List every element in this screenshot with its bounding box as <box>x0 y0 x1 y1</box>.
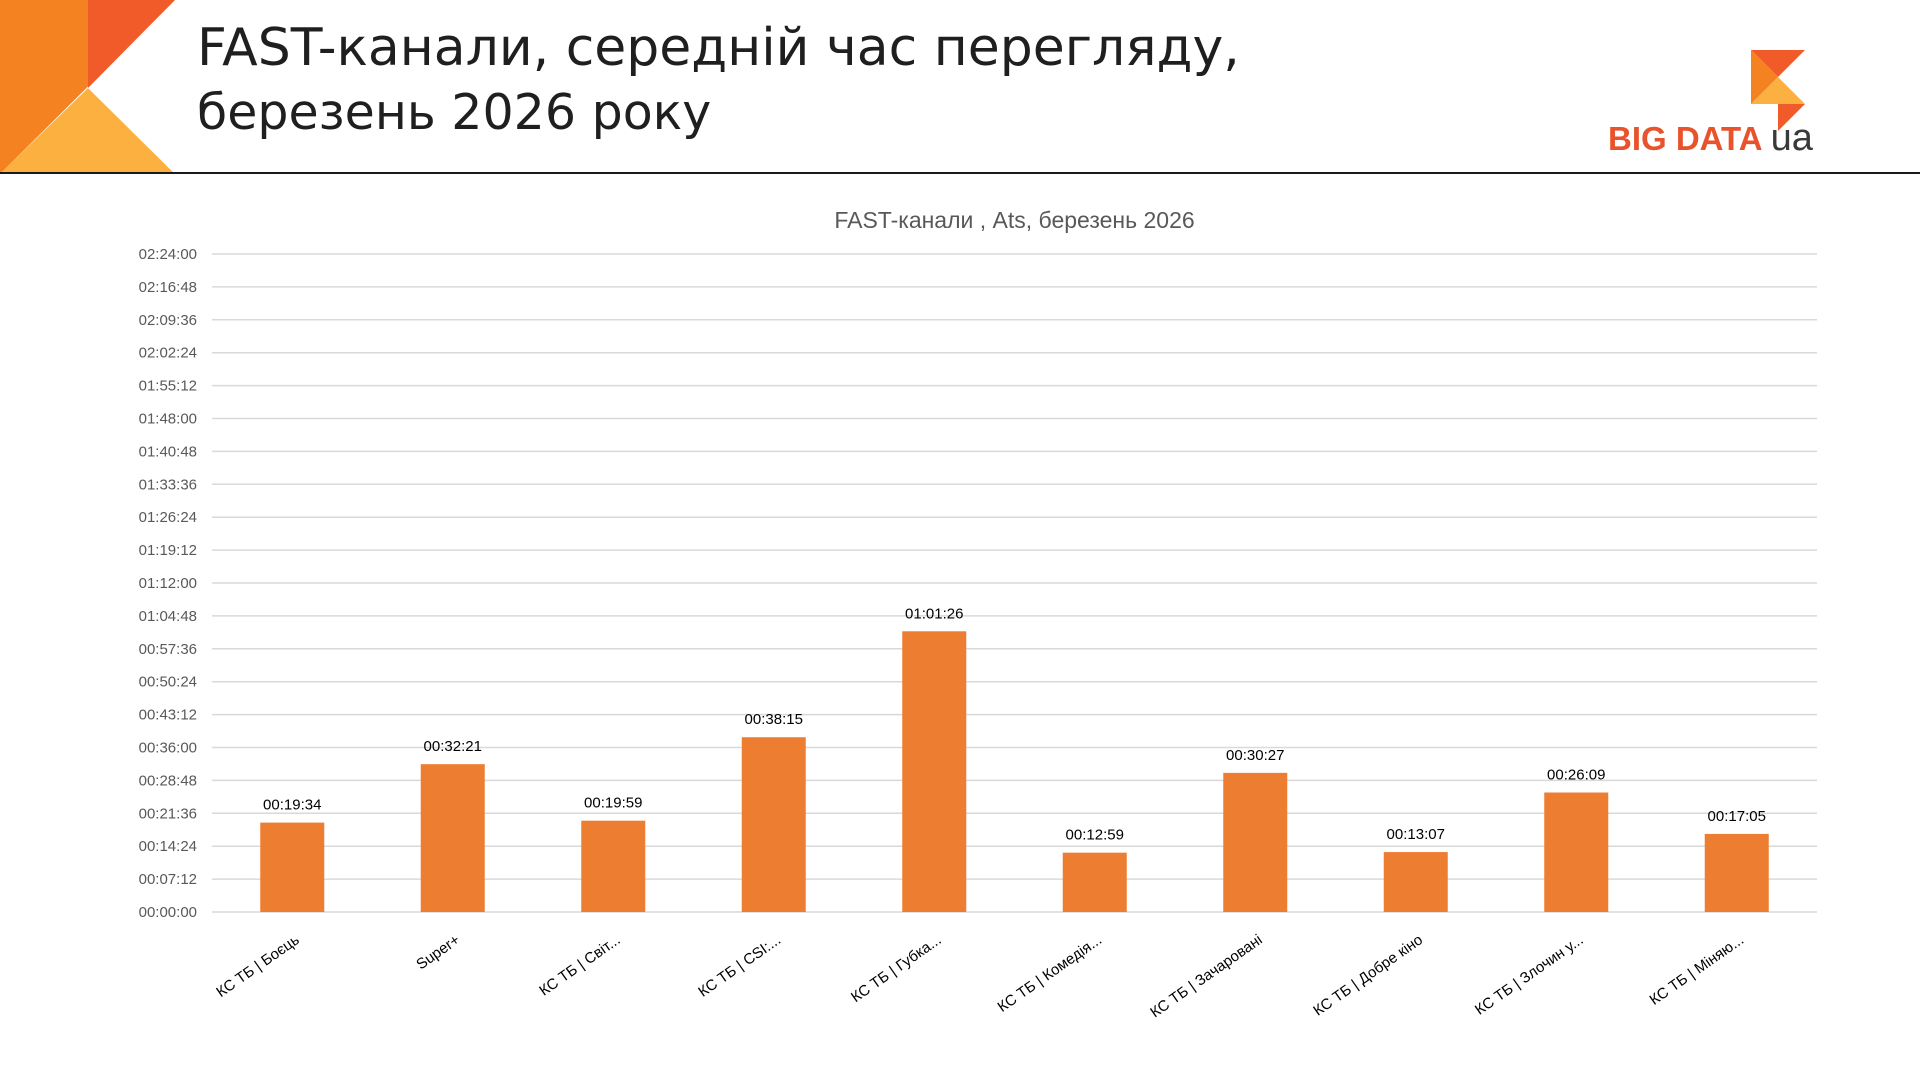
bar <box>1704 833 1769 912</box>
y-tick-label: 00:50:24 <box>139 674 197 691</box>
x-tick-label: КС ТБ | Міняю... <box>1647 931 1748 1008</box>
y-tick-label: 00:14:24 <box>139 838 197 855</box>
chart-title: FAST-канали , Ats, березень 2026 <box>834 207 1194 233</box>
bigdata-logo-icon <box>1751 50 1805 131</box>
data-label: 01:01:26 <box>905 605 963 622</box>
y-tick-label: 00:07:12 <box>139 871 197 888</box>
page-title: FAST-канали, середній час перегляду, <box>197 18 1240 78</box>
y-tick-label: 02:16:48 <box>139 279 197 296</box>
y-tick-label: 02:09:36 <box>139 312 197 329</box>
bar <box>260 822 325 912</box>
x-tick-label: КС ТБ | Добре кіно <box>1310 931 1426 1019</box>
x-tick-label: КС ТБ | Комедія... <box>995 931 1105 1015</box>
data-label: 00:13:07 <box>1387 826 1445 843</box>
corner-decoration <box>0 0 175 174</box>
y-tick-label: 01:48:00 <box>139 411 197 428</box>
y-tick-label: 00:57:36 <box>139 641 197 658</box>
y-tick-label: 00:43:12 <box>139 707 197 724</box>
data-label: 00:19:59 <box>584 795 642 812</box>
data-label: 00:38:15 <box>745 711 803 728</box>
bar <box>581 820 646 912</box>
y-tick-label: 01:55:12 <box>139 378 197 395</box>
x-tick-label: КС ТБ | Злочин у... <box>1472 931 1587 1018</box>
bar <box>420 764 485 912</box>
y-tick-label: 01:19:12 <box>139 542 197 559</box>
data-label: 00:32:21 <box>424 738 482 755</box>
data-label: 00:30:27 <box>1226 747 1284 764</box>
logo-suffix: ua <box>1770 117 1813 159</box>
y-tick-label: 00:28:48 <box>139 772 197 789</box>
bar <box>1062 852 1127 912</box>
x-tick-label: КС ТБ | Світ... <box>536 931 623 999</box>
y-tick-label: 01:26:24 <box>139 509 197 526</box>
data-label: 00:12:59 <box>1066 827 1124 844</box>
bar <box>1544 792 1609 912</box>
y-tick-label: 01:12:00 <box>139 575 197 592</box>
x-tick-label: Super+ <box>413 931 463 973</box>
bar <box>1223 772 1288 912</box>
x-tick-label: КС ТБ | Зачаровані <box>1147 931 1265 1021</box>
y-tick-label: 00:21:36 <box>139 805 197 822</box>
bar <box>1383 852 1448 912</box>
data-label: 00:26:09 <box>1547 767 1605 784</box>
y-tick-label: 01:33:36 <box>139 476 197 493</box>
x-tick-label: КС ТБ | Боєць <box>213 931 302 1001</box>
data-label: 00:19:34 <box>263 797 321 814</box>
bar <box>902 631 967 912</box>
x-tick-label: КС ТБ | CSI:... <box>695 931 784 1000</box>
bar <box>741 737 806 912</box>
y-tick-label: 01:40:48 <box>139 443 197 460</box>
y-tick-label: 00:36:00 <box>139 740 197 757</box>
y-tick-label: 02:02:24 <box>139 345 197 362</box>
data-label: 00:17:05 <box>1708 808 1766 825</box>
y-tick-label: 02:24:00 <box>139 246 197 263</box>
bigdata-logo: BIG DATA ua <box>1608 117 1813 160</box>
page-subtitle: березень 2026 року <box>197 84 712 141</box>
x-tick-label: КС ТБ | Губка... <box>848 931 945 1006</box>
y-tick-label: 00:00:00 <box>139 904 197 921</box>
y-tick-label: 01:04:48 <box>139 608 197 625</box>
logo-text: BIG DATA <box>1608 120 1763 157</box>
header-divider <box>0 172 1920 174</box>
